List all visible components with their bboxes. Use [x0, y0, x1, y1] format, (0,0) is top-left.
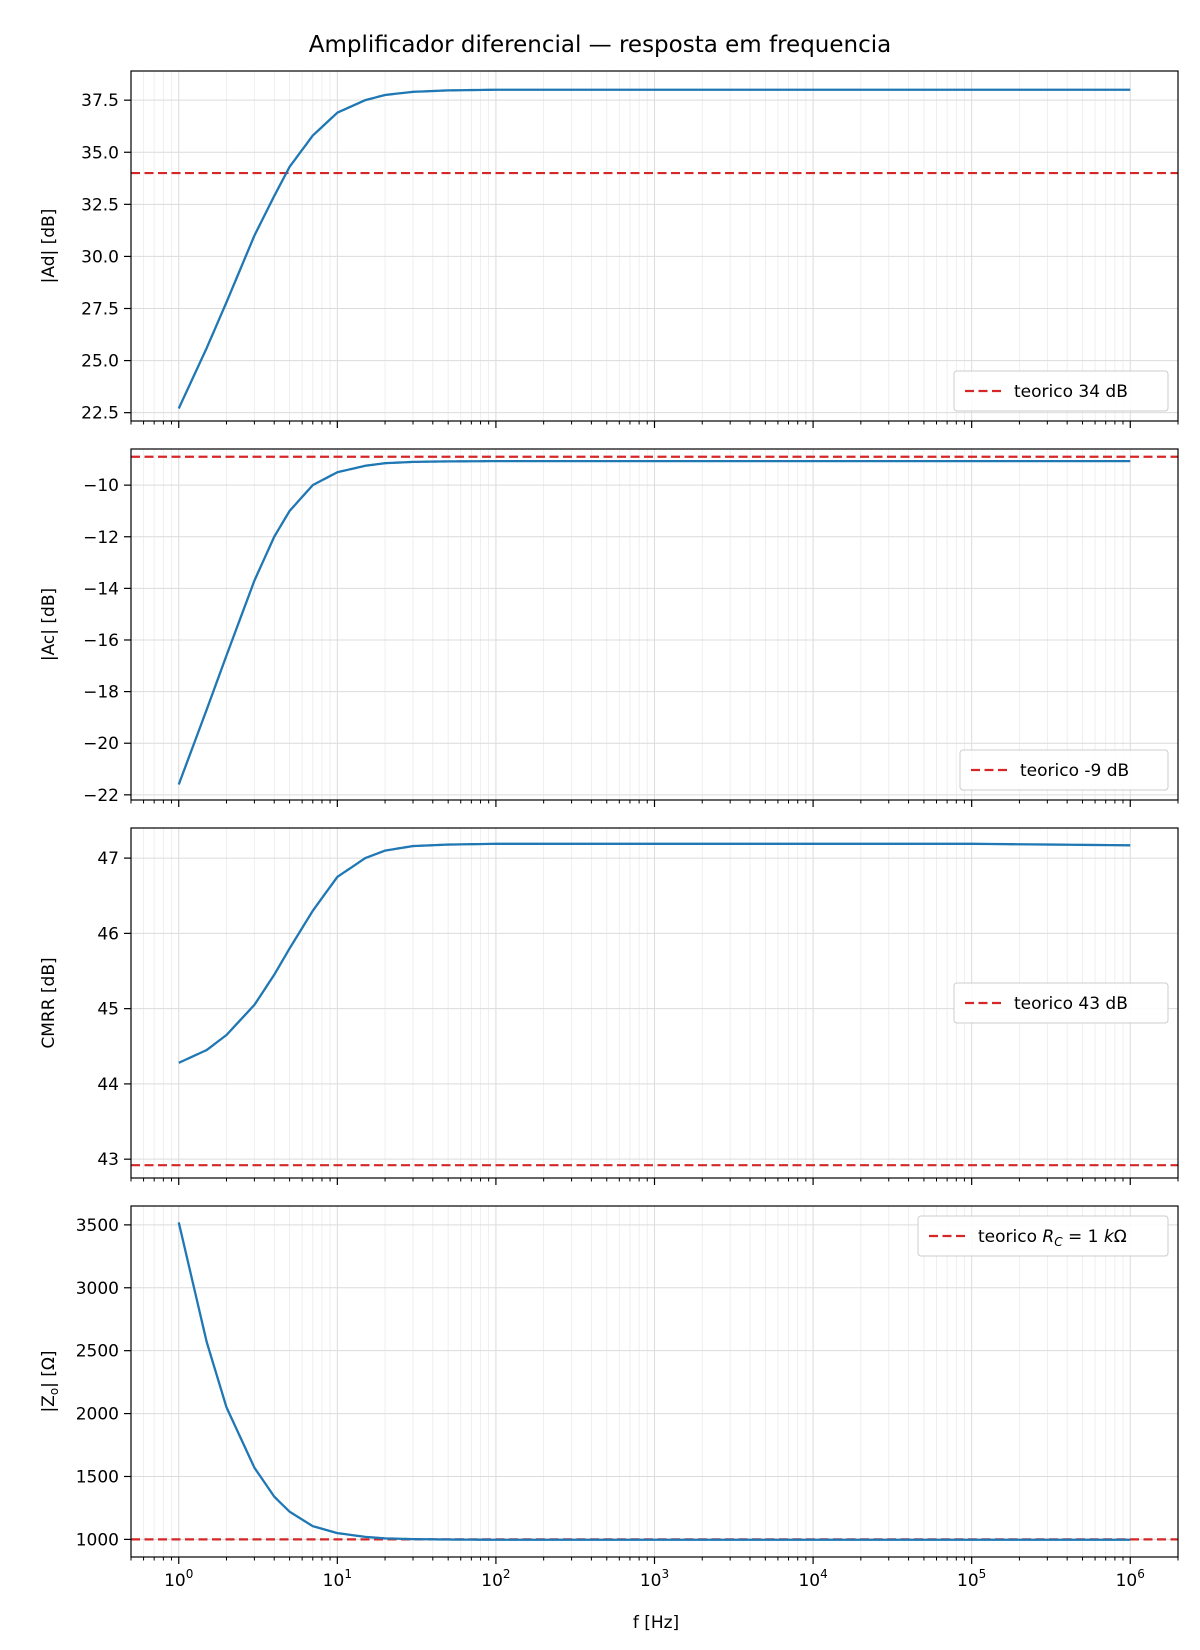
legend-label: teorico RC = 1 kΩ	[978, 1227, 1127, 1249]
legend: teorico -9 dB	[959, 749, 1169, 791]
legend-box	[917, 1215, 1169, 1257]
y-tick-label: 3000	[76, 1279, 119, 1299]
series-line	[178, 842, 1131, 1064]
y-tick-label: 45	[97, 1000, 119, 1020]
y-tick-label: 43	[97, 1150, 119, 1170]
series-line	[177, 459, 1131, 785]
axes-frame	[130, 1205, 1179, 1558]
y-tick-label: −22	[83, 786, 119, 806]
x-tick-label: 101	[323, 1567, 352, 1591]
subplot-2: −22 −20 −18 −16 −14 −12 −10 |Ac| [dB] teorico -9…	[39, 448, 1179, 807]
y-axis-label: |Ad| [dB]	[39, 209, 59, 284]
y-axis-label: CMRR [dB]	[39, 957, 59, 1048]
y-tick-label: 2500	[76, 1342, 119, 1362]
y-tick-label: 25.0	[81, 352, 119, 372]
y-tick-label: −12	[83, 528, 119, 548]
legend-box	[953, 370, 1169, 412]
y-tick-label: 1500	[76, 1467, 119, 1487]
subplot-1: 22.5 25.0 27.5 30.0 32.5 35.0 37.5 |Ad| [dB] teo…	[39, 70, 1179, 428]
y-tick-label: 22.5	[81, 404, 119, 424]
axes-frame	[130, 448, 1179, 801]
y-tick-label: −16	[83, 631, 119, 651]
x-tick-label: 102	[481, 1567, 510, 1591]
legend: teorico 34 dB	[953, 370, 1169, 412]
subplots: 22.5 25.0 27.5 30.0 32.5 35.0 37.5 |Ad| [dB] teo…	[39, 70, 1179, 1591]
x-tick-label: 104	[798, 1567, 827, 1591]
x-tick-label: 100	[164, 1567, 193, 1591]
subplot-4: 1000 1500 2000 2500 3000 3500 |Zo| [Ω] teorico …	[39, 1205, 1179, 1591]
y-tick-label: −10	[83, 476, 119, 496]
x-tick-label: 105	[957, 1567, 986, 1591]
y-tick-label: −18	[83, 683, 119, 703]
axes-frame	[130, 70, 1179, 422]
y-tick-label: 47	[97, 849, 119, 869]
y-tick-label: 30.0	[81, 247, 119, 267]
y-axis-label: |Zo| [Ω]	[39, 1350, 61, 1412]
y-tick-label: 3500	[76, 1216, 119, 1236]
y-tick-label: 27.5	[81, 300, 119, 320]
y-tick-label: 32.5	[81, 195, 119, 215]
series-line	[177, 1222, 1131, 1541]
y-tick-label: 44	[97, 1075, 119, 1095]
y-tick-label: 1000	[76, 1530, 119, 1550]
legend: teorico RC = 1 kΩ	[917, 1215, 1169, 1257]
y-tick-label: −14	[83, 579, 119, 599]
y-tick-label: −20	[83, 734, 119, 754]
x-tick-label: 103	[640, 1567, 669, 1591]
x-tick-label: 106	[1116, 1567, 1145, 1591]
y-tick-label: 46	[97, 924, 119, 944]
legend: teorico 43 dB	[953, 982, 1169, 1024]
y-axis-label: |Ac| [dB]	[39, 588, 59, 661]
legend-label: teorico 43 dB	[1014, 994, 1128, 1014]
legend-box	[953, 982, 1169, 1024]
legend-label: teorico -9 dB	[1020, 761, 1129, 781]
legend-label: teorico 34 dB	[1014, 382, 1128, 402]
series-line	[177, 88, 1131, 409]
y-tick-label: 2000	[76, 1405, 119, 1425]
subplot-3: 43 44 45 46 47 CMRR [dB] teorico 43 dB	[39, 827, 1179, 1185]
x-axis-label: f [Hz]	[633, 1613, 679, 1633]
y-tick-label: 37.5	[81, 91, 119, 111]
axes-frame	[130, 827, 1179, 1179]
y-tick-label: 35.0	[81, 143, 119, 163]
legend-box	[959, 749, 1169, 791]
chart-title: Amplificador diferencial — resposta em f…	[309, 32, 892, 58]
